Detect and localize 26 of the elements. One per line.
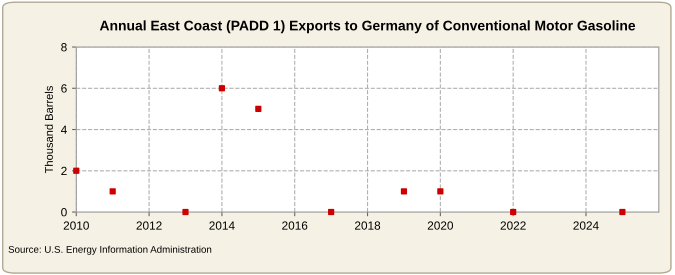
y-tick-label: 4 bbox=[60, 126, 67, 134]
point bbox=[110, 188, 116, 194]
point bbox=[510, 208, 516, 216]
chart-title: Annual East Coast (PADD 1) Exports to Germany of Conventional Motor Gasoline bbox=[100, 20, 636, 34]
source-note: Source: U.S. Energy Information Administration bbox=[8, 246, 212, 255]
y-tick-label: 0 bbox=[61, 208, 67, 216]
point bbox=[400, 188, 408, 194]
x-tick-label: 2020 bbox=[428, 221, 454, 230]
point bbox=[182, 208, 189, 216]
y-axis-title: Thousand Barrels bbox=[44, 86, 53, 174]
point bbox=[328, 208, 334, 216]
x-tick-label: 2012 bbox=[136, 221, 162, 230]
point bbox=[218, 85, 226, 92]
x-tick-label: 2018 bbox=[355, 221, 380, 230]
y-tick-label: 2 bbox=[61, 166, 67, 176]
x-tick-label: 2024 bbox=[573, 221, 599, 230]
point bbox=[619, 208, 626, 216]
x-tick-label: 2014 bbox=[209, 221, 235, 230]
point bbox=[255, 106, 262, 112]
y-tick-label: 8 bbox=[61, 43, 67, 52]
point bbox=[73, 168, 80, 174]
x-tick-label: 2022 bbox=[500, 221, 526, 230]
x-tick-label: 2010 bbox=[64, 221, 89, 230]
point bbox=[437, 188, 444, 194]
x-tick-label: 2016 bbox=[282, 221, 308, 230]
y-tick-label: 6 bbox=[61, 84, 67, 93]
